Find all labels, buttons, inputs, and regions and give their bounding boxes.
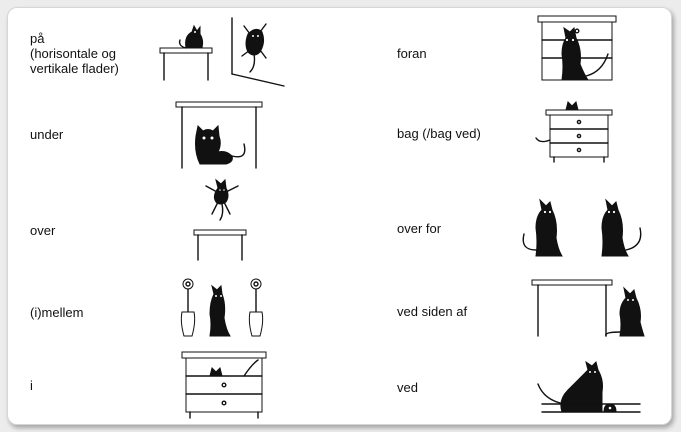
- illustration-cats-facing-each-other: [518, 198, 644, 263]
- label-paa-line-1: på: [30, 31, 45, 46]
- label-bag: bag (/bag ved): [397, 126, 481, 141]
- illustration-cat-at-mousehole: [532, 360, 642, 421]
- illustration-cat-on-wall: [226, 16, 286, 93]
- illustration-cat-between-vases: [176, 274, 272, 343]
- label-foran: foran: [397, 46, 427, 61]
- illustration-cat-in-front-of-cabinet: [536, 14, 618, 89]
- label-under: under: [30, 127, 64, 142]
- label-paa-line-3: vertikale flader): [30, 61, 119, 76]
- label-imellem: (i)mellem: [30, 305, 84, 320]
- label-ved: ved: [397, 380, 418, 395]
- label-paa: på (horisontale og vertikale flader): [30, 31, 119, 76]
- illustration-cat-under-table: [174, 100, 264, 175]
- label-ved-siden-af: ved siden af: [397, 304, 468, 319]
- label-paa-line-2: (horisontale og: [30, 46, 116, 61]
- label-over-for: over for: [397, 221, 442, 236]
- illustration-cat-in-drawer: [180, 350, 270, 423]
- illustration-cat-on-table: [158, 18, 220, 85]
- worksheet: på (horisontale og vertikale flader) und…: [7, 7, 672, 425]
- illustration-cat-over-table: [190, 174, 252, 265]
- label-over: over: [30, 223, 56, 238]
- illustration-cat-beside-table: [530, 276, 646, 343]
- label-i: i: [30, 378, 33, 393]
- illustration-cat-behind-drawers: [532, 100, 614, 167]
